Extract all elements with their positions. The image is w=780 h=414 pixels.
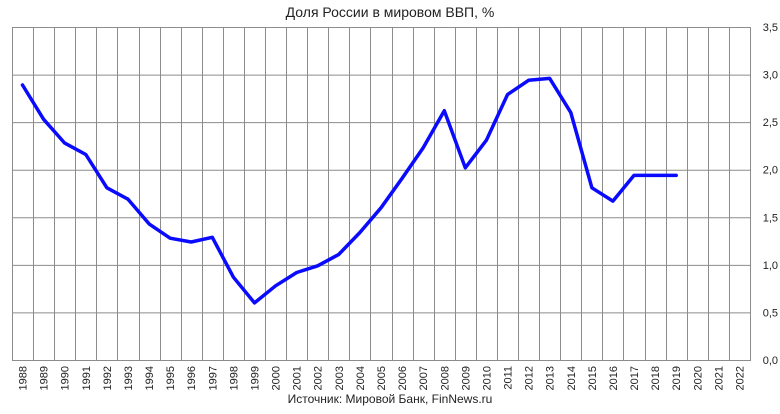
y-tick-labels: 0,0 0,5 1,0 1,5 2,0 2,5 3,0 3,5 [763,22,778,367]
source-note: Источник: Мировой Банк, FinNews.ru [288,392,493,406]
x-tick-label: 2015 [587,366,599,390]
chart-title: Доля России в мировом ВВП, % [286,4,495,20]
x-tick-label: 1989 [39,366,51,390]
x-tick-label: 1996 [186,366,198,390]
y-tick-label: 1,5 [763,212,778,224]
x-tick-label: 1999 [249,366,261,390]
x-tick-label: 2008 [439,366,451,390]
y-tick-label: 2,5 [763,117,778,129]
x-tick-label: 2006 [397,366,409,390]
x-tick-label: 1995 [165,366,177,390]
x-tick-label: 2004 [355,366,367,390]
x-tick-label: 2002 [313,366,325,390]
axes [13,28,751,361]
x-tick-label: 2001 [292,366,304,390]
plot-border [13,28,751,361]
x-tick-label: 2019 [671,366,683,390]
x-tick-label: 1990 [60,366,72,390]
x-tick-label: 2000 [271,366,283,390]
x-tick-label: 1993 [123,366,135,390]
x-tick-label: 1994 [144,366,156,390]
x-tick-labels: 1988 1989 1990 1991 1992 1993 1994 1995 1996 1997… [18,366,747,390]
x-tick-label: 1997 [207,366,219,390]
x-tick-label: 2018 [650,366,662,390]
y-tick-label: 2,0 [763,165,778,177]
y-tick-label: 0,0 [763,355,778,367]
x-tick-label: 1991 [81,366,93,390]
gridlines [12,27,751,361]
x-tick-label: 2012 [524,366,536,390]
y-tick-label: 0,5 [763,307,778,319]
x-tick-label: 2010 [481,366,493,390]
x-tick-label: 2020 [692,366,704,390]
x-tick-label: 2005 [376,366,388,390]
y-tick-label: 1,0 [763,260,778,272]
x-tick-label: 2007 [418,366,430,390]
x-tick-label: 2021 [713,366,725,390]
x-tick-label: 1998 [228,366,240,390]
x-tick-label: 1988 [18,366,30,390]
x-tick-label: 2009 [460,366,472,390]
x-tick-label: 2022 [734,366,746,390]
x-tick-label: 2013 [545,366,557,390]
y-tick-label: 3,5 [763,22,778,34]
x-tick-label: 2014 [566,366,578,390]
x-tick-label: 2016 [608,366,620,390]
x-tick-label: 2003 [334,366,346,390]
y-tick-label: 3,0 [763,70,778,82]
x-tick-label: 1992 [102,366,114,390]
x-tick-label: 2011 [503,366,515,390]
x-tick-label: 2017 [629,366,641,390]
